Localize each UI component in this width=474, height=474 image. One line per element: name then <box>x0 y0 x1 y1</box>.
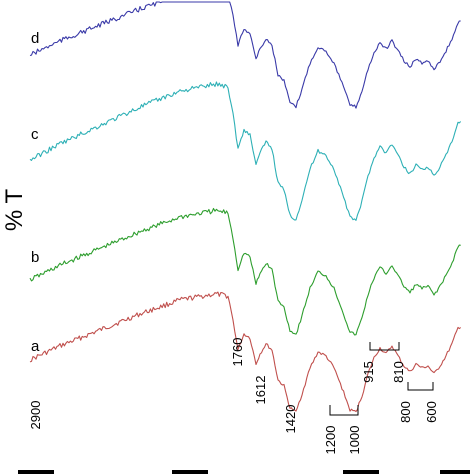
clipped-tick-label <box>18 470 54 474</box>
bottom-axis-clipped <box>18 470 470 474</box>
bracket-915-810 <box>369 342 400 351</box>
annotation-1760: 1760 <box>230 338 245 367</box>
clipped-tick-label <box>172 470 208 474</box>
spectrum-line-d <box>29 1 461 109</box>
series-layer <box>29 1 462 413</box>
trace-label-b: b <box>31 249 39 266</box>
annotation-915: 915 <box>361 361 376 383</box>
annotation-800: 800 <box>398 401 413 423</box>
annotation-1420: 1420 <box>283 405 298 434</box>
bracket-1200-1000 <box>329 405 359 416</box>
clipped-tick-label <box>343 470 379 474</box>
annotation-1200: 1200 <box>323 426 338 455</box>
spectrum-line-c <box>29 81 462 221</box>
bracket-800-600 <box>407 382 434 391</box>
clipped-tick-label <box>440 470 470 474</box>
trace-label-d: d <box>31 30 39 47</box>
trace-label-a: a <box>31 338 40 355</box>
spectrum-line-a <box>29 291 462 413</box>
annotation-600: 600 <box>424 401 439 423</box>
trace-label-c: c <box>31 126 39 143</box>
annotation-810: 810 <box>391 361 406 383</box>
annotation-1000: 1000 <box>347 426 362 455</box>
annotation-1612: 1612 <box>253 376 268 405</box>
annotation-2900: 2900 <box>28 401 43 430</box>
y-axis-label: % T <box>1 189 28 232</box>
spectrum-line-b <box>29 207 461 336</box>
